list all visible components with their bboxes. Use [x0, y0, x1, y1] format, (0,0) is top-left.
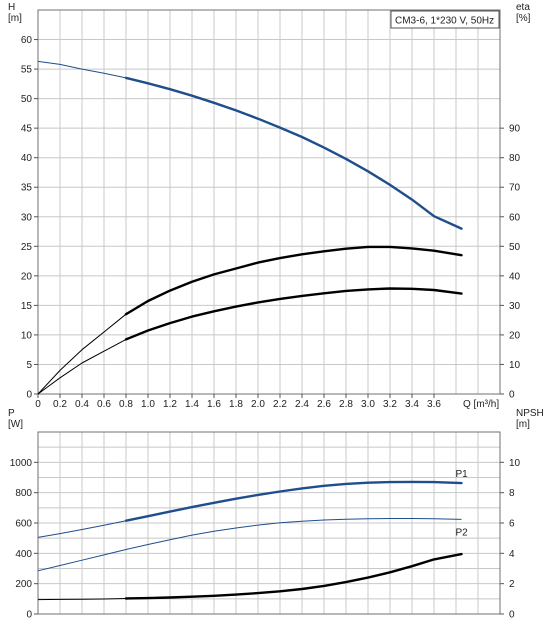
x-tick-label: 1.6 — [207, 399, 221, 410]
y2-axis-label-line-1: [m] — [516, 419, 530, 430]
series-operating-range-eta_op — [124, 287, 463, 341]
y-tick-label: 5 — [26, 360, 32, 371]
y-tick-label: 0 — [26, 390, 32, 401]
series-operating-range-head — [124, 76, 463, 230]
series-line-P2 — [37, 518, 462, 572]
y2-axis-label-line-0: NPSH — [516, 408, 544, 419]
x-tick-label: 0 — [35, 399, 41, 410]
y-tick-label: 600 — [15, 519, 32, 530]
x-tick-label: 1.8 — [229, 399, 243, 410]
y-tick-label: 800 — [15, 488, 32, 499]
y2-tick-label: 6 — [509, 519, 515, 530]
panel-1-grid — [37, 431, 501, 615]
title-box: CM3-6, 1*230 V, 50Hz — [390, 10, 500, 29]
y-tick-label: 55 — [21, 65, 33, 76]
y-tick-label: 1000 — [10, 458, 33, 469]
y2-tick-label: 60 — [509, 212, 521, 223]
y-tick-label: 15 — [21, 301, 33, 312]
y2-tick-label: 80 — [509, 153, 521, 164]
panel-0-grid — [37, 9, 501, 395]
title-box-text: CM3-6, 1*230 V, 50Hz — [395, 16, 494, 27]
x-tick-label: 2.2 — [273, 399, 287, 410]
y2-tick-label: 8 — [509, 488, 515, 499]
x-tick-label: 1.0 — [141, 399, 155, 410]
series-line-P1 — [37, 481, 462, 538]
y2-tick-label: 0 — [509, 610, 515, 621]
x-tick-label: 1.4 — [185, 399, 199, 410]
series-label-P1: P1 — [456, 469, 469, 480]
y2-tick-label: 20 — [509, 330, 521, 341]
x-axis-label: Q [m³/h] — [463, 399, 499, 410]
x-tick-label: 0.6 — [97, 399, 111, 410]
y-tick-label: 45 — [21, 124, 33, 135]
y-tick-label: 40 — [21, 153, 33, 164]
y-tick-label: 10 — [21, 330, 33, 341]
y2-tick-label: 0 — [509, 390, 515, 401]
y2-tick-label: 50 — [509, 242, 521, 253]
series-NPSH — [37, 552, 463, 601]
y-axis-label-line-1: [W] — [8, 419, 23, 430]
series-line-eta — [37, 246, 462, 395]
y-tick-label: 20 — [21, 271, 33, 282]
x-tick-label: 3.0 — [361, 399, 375, 410]
y2-tick-label: 2 — [509, 579, 515, 590]
y2-tick-label: 4 — [509, 549, 515, 560]
y2-axis-label-line-1: [%] — [516, 13, 531, 24]
x-tick-label: 0.8 — [119, 399, 133, 410]
y-tick-label: 25 — [21, 242, 33, 253]
series-line-head — [37, 60, 462, 230]
series-eta — [37, 245, 463, 395]
title-box-frame — [390, 10, 500, 29]
x-tick-label: 3.4 — [405, 399, 419, 410]
y-tick-label: 30 — [21, 212, 33, 223]
y-tick-label: 400 — [15, 549, 32, 560]
panel-0-frame — [37, 9, 501, 395]
y-tick-label: 60 — [21, 35, 33, 46]
x-tick-label: 0.2 — [53, 399, 67, 410]
series-P1 — [37, 480, 463, 538]
y2-tick-label: 30 — [509, 301, 521, 312]
y-axis-label-line-0: H — [8, 2, 15, 13]
series-label-P2: P2 — [456, 527, 469, 538]
x-tick-label: 2.0 — [251, 399, 265, 410]
y2-tick-label: 70 — [509, 183, 521, 194]
x-tick-label: 2.6 — [317, 399, 331, 410]
y-tick-label: 35 — [21, 183, 33, 194]
y2-tick-label: 90 — [509, 124, 521, 135]
x-tick-label: 3.6 — [427, 399, 441, 410]
series-P2 — [37, 518, 462, 572]
y2-tick-label: 10 — [509, 360, 521, 371]
x-tick-label: 2.8 — [339, 399, 353, 410]
y-axis-label-line-1: [m] — [8, 13, 22, 24]
series-head — [37, 60, 463, 230]
x-tick-label: 0.4 — [75, 399, 89, 410]
series-eta_op — [37, 287, 463, 395]
x-tick-label: 2.4 — [295, 399, 309, 410]
y2-tick-label: 10 — [509, 458, 521, 469]
y2-tick-label: 40 — [509, 271, 521, 282]
series-operating-range-eta — [124, 245, 463, 316]
y-tick-label: 50 — [21, 94, 33, 105]
series-operating-range-NPSH — [124, 552, 463, 600]
y2-axis-label-line-0: eta — [516, 2, 530, 13]
y-tick-label: 0 — [26, 610, 32, 621]
x-tick-label: 3.2 — [383, 399, 397, 410]
series-operating-range-P1 — [124, 480, 463, 522]
y-tick-label: 200 — [15, 579, 32, 590]
y-axis-label-line-0: P — [8, 408, 15, 419]
x-tick-label: 1.2 — [163, 399, 177, 410]
